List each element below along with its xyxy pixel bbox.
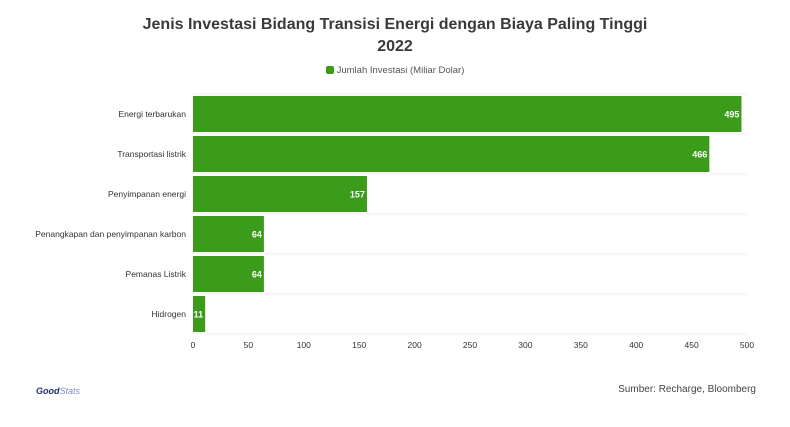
x-tick-label: 300 <box>518 340 532 350</box>
bar <box>193 176 367 212</box>
logo-good: Good <box>36 386 60 396</box>
x-tick-label: 400 <box>629 340 643 350</box>
category-label: Pemanas Listrik <box>126 269 187 279</box>
data-label: 64 <box>252 270 262 280</box>
category-label: Energi terbarukan <box>118 109 186 119</box>
x-tick-label: 50 <box>244 340 254 350</box>
legend: Jumlah Investasi (Miliar Dolar) <box>0 65 790 76</box>
data-label: 466 <box>692 150 707 160</box>
bar <box>193 296 206 332</box>
x-tick-label: 250 <box>463 340 477 350</box>
category-label: Transportasi listrik <box>117 149 186 159</box>
bar <box>193 256 264 292</box>
legend-label: Jumlah Investasi (Miliar Dolar) <box>336 65 465 76</box>
logo-stats: Stats <box>59 386 81 396</box>
data-label: 11 <box>194 310 204 320</box>
data-label: 157 <box>350 190 365 200</box>
x-tick-label: 500 <box>740 340 754 350</box>
x-tick-label: 150 <box>352 340 366 350</box>
bar <box>193 96 742 132</box>
source-text: Sumber: Recharge, Bloomberg <box>618 384 756 395</box>
chart-title: Jenis Investasi Bidang Transisi Energi d… <box>0 14 790 58</box>
bar <box>193 136 710 172</box>
x-tick-label: 100 <box>297 340 311 350</box>
x-tick-label: 200 <box>408 340 422 350</box>
data-label: 495 <box>724 110 739 120</box>
x-tick-label: 450 <box>685 340 699 350</box>
goodstats-logo: GoodStats <box>36 386 80 396</box>
data-label: 64 <box>252 230 262 240</box>
chart-title-line2: 2022 <box>377 38 413 55</box>
x-tick-label: 0 <box>191 340 196 350</box>
x-tick-label: 350 <box>574 340 588 350</box>
legend-swatch <box>325 66 334 74</box>
chart-title-line1: Jenis Investasi Bidang Transisi Energi d… <box>142 16 648 33</box>
category-label: Penyimpanan energi <box>108 189 186 199</box>
bar <box>193 216 264 252</box>
category-label: Hidrogen <box>152 309 187 319</box>
category-label: Penangkapan dan penyimpanan karbon <box>35 229 186 239</box>
